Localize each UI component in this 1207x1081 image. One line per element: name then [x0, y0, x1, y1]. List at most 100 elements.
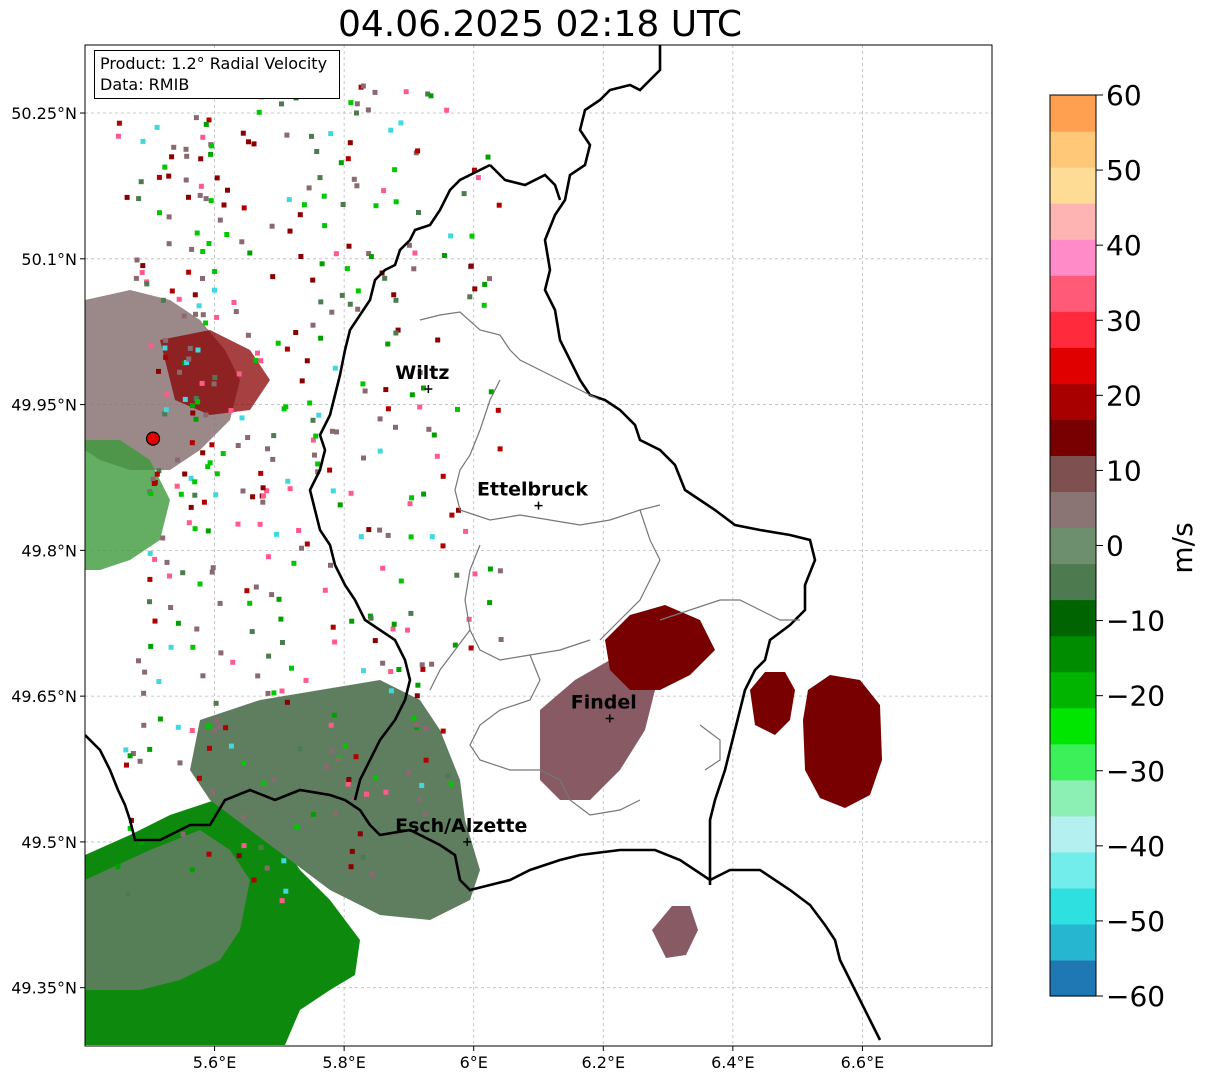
colorbar-tick-label: 20: [1106, 379, 1142, 412]
echo-pixel: [329, 428, 335, 434]
echo-pixel: [497, 446, 503, 452]
radar-site-dot: [145, 431, 161, 446]
echo-pixel: [194, 230, 200, 236]
echo-pixel: [157, 716, 163, 722]
echo-pixel: [197, 192, 203, 198]
echo-pixel: [475, 175, 481, 181]
echo-pixel: [342, 743, 348, 749]
echo-pixel: [409, 392, 415, 398]
echo-pixel: [217, 600, 223, 606]
echo-pixel: [310, 277, 316, 283]
echo-pixel: [481, 302, 487, 308]
echo-pixel: [445, 773, 451, 779]
echo-pixel: [136, 196, 142, 202]
echo-pixel: [312, 452, 317, 458]
echo-pixel: [166, 241, 172, 247]
echo-pixel: [178, 491, 184, 497]
border-north: [489, 164, 562, 201]
echo-pixel: [440, 728, 446, 734]
echo-east-red-1: [750, 672, 795, 735]
echo-pixel: [297, 746, 303, 752]
echo-pixel: [344, 266, 350, 272]
echo-pixel: [210, 565, 216, 571]
echo-pixel: [236, 371, 242, 377]
echo-pixel: [388, 127, 394, 133]
echo-pixel: [192, 292, 198, 298]
echo-pixel: [291, 560, 297, 566]
echo-pixel: [142, 669, 148, 675]
colorbar-segment: [1050, 275, 1096, 312]
echo-pixel: [355, 288, 361, 294]
echo-pixel: [197, 581, 203, 587]
echo-pixel: [196, 303, 202, 309]
echo-pixel: [304, 358, 310, 364]
echo-pixel: [301, 202, 307, 208]
echo-pixel: [333, 810, 339, 816]
echo-pixel: [240, 130, 246, 136]
echo-pixel: [141, 690, 147, 696]
echo-pixel: [189, 246, 195, 252]
echo-pixel: [289, 665, 294, 671]
echo-pixel: [319, 261, 325, 267]
figure-title: 04.06.2025 02:18 UTC: [337, 4, 743, 45]
echo-pixel: [414, 722, 419, 728]
echo-pixel: [207, 460, 213, 466]
echo-pixel: [310, 437, 316, 443]
city-label: Esch/Alzette: [395, 815, 527, 837]
echo-pixel: [361, 668, 366, 674]
colorbar-segment: [1050, 491, 1096, 529]
x-tick-label: 6.4°E: [711, 1053, 755, 1072]
echo-east-red-2: [803, 675, 882, 808]
echo-pixel: [415, 682, 421, 688]
echo-pixel: [468, 645, 474, 651]
echo-pixel: [220, 451, 226, 456]
city-findel: Findel: [571, 691, 637, 723]
echo-pixel: [200, 673, 206, 679]
echo-pixel: [345, 156, 351, 162]
echo-pixel: [360, 381, 366, 387]
city-cross-marker: [424, 385, 433, 394]
echo-pixel: [140, 263, 146, 269]
colorbar-segment: [1050, 851, 1096, 889]
echo-pixel: [214, 314, 220, 320]
echo-pixel: [448, 233, 454, 239]
echo-pixel: [380, 660, 386, 666]
echo-pixel: [286, 197, 292, 203]
echo-pixel: [192, 526, 198, 532]
echo-pixel: [283, 404, 289, 410]
echo-pixel: [163, 407, 169, 413]
echo-pixel: [241, 205, 247, 211]
echo-pixel: [139, 270, 145, 275]
echo-pixel: [230, 659, 236, 665]
echo-pixel: [168, 644, 174, 650]
echo-pixel: [193, 311, 198, 317]
echo-pixel: [388, 669, 394, 674]
echo-pixel: [440, 543, 446, 549]
echo-pixel: [377, 448, 383, 454]
echo-pixel: [332, 365, 338, 371]
colorbar-segment: [1050, 779, 1096, 817]
x-tick-label: 6°E: [460, 1053, 488, 1072]
echo-pixel: [429, 534, 435, 540]
echo-pixel: [236, 853, 242, 859]
y-axis-ticks: 50.25°N 50.1°N 49.95°N 49.8°N 49.65°N 49.5°N 4…: [11, 104, 85, 998]
echo-pixel: [411, 715, 417, 721]
echo-pixel: [395, 327, 401, 333]
echo-pixel: [398, 120, 404, 126]
echo-pixel: [422, 811, 428, 817]
echo-pixel: [330, 488, 336, 494]
echo-pixel: [283, 888, 289, 894]
echo-pixel: [393, 297, 399, 303]
colorbar-tick-label: −30: [1106, 755, 1165, 788]
echo-pixel: [313, 433, 319, 439]
echo-pixel: [124, 194, 130, 200]
echo-pixel: [245, 332, 251, 338]
echo-pixel: [264, 865, 270, 871]
echo-pixel: [156, 679, 162, 684]
echo-pixel: [207, 745, 212, 751]
echo-pixel: [266, 554, 271, 560]
echo-pixel: [485, 154, 491, 160]
echo-pixel: [285, 478, 291, 484]
echo-pixel: [472, 571, 478, 577]
